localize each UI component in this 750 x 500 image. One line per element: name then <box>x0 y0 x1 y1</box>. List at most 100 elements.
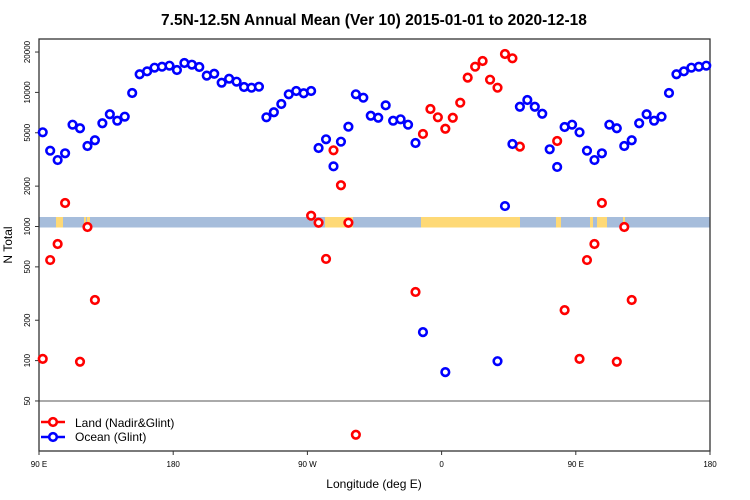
ocean-point <box>335 136 347 147</box>
land-point <box>74 356 86 367</box>
ocean-point <box>142 66 153 77</box>
land-patch <box>597 217 607 228</box>
ocean-point <box>127 87 138 99</box>
land-point <box>574 353 585 364</box>
ocean-point <box>313 142 324 154</box>
ocean-point <box>97 118 108 129</box>
land-point <box>499 48 511 60</box>
land-point <box>507 53 518 64</box>
ocean-point <box>320 134 332 145</box>
land-point <box>350 429 361 440</box>
ocean-point <box>119 111 130 122</box>
land-point <box>619 221 630 233</box>
ocean-point <box>82 140 93 152</box>
ocean-point <box>499 200 511 212</box>
ocean-point <box>537 108 548 119</box>
ocean-point <box>261 112 272 123</box>
y-axis-label: N Total <box>1 226 15 263</box>
land-sea-strip <box>39 217 710 228</box>
land-point <box>335 180 347 191</box>
land-patch <box>590 217 593 228</box>
x-tick-label: 90 E <box>568 460 584 469</box>
land-point <box>552 135 563 147</box>
ocean-point <box>343 121 354 132</box>
chart-title: 7.5N-12.5N Annual Mean (Ver 10) 2015-01-… <box>161 12 587 29</box>
ocean-strip <box>39 217 710 228</box>
ocean-point <box>596 148 607 159</box>
x-tick-label: 180 <box>703 460 717 469</box>
land-point <box>410 286 421 298</box>
ocean-point <box>581 145 593 156</box>
y-axis: 50 100 200 500 1000 2000 5000 10000 20000 <box>23 40 39 405</box>
ocean-point <box>514 101 525 112</box>
y-tick-label: 5000 <box>23 123 32 141</box>
land-point <box>611 356 622 367</box>
land-point <box>89 294 101 306</box>
ocean-point <box>171 64 183 76</box>
land-point <box>37 353 48 364</box>
land-point <box>59 197 71 209</box>
y-tick-label: 2000 <box>23 177 32 195</box>
ocean-point <box>74 123 86 134</box>
x-tick-label: 90 W <box>298 460 317 469</box>
ocean-point <box>552 161 563 173</box>
ocean-point <box>589 154 600 166</box>
ocean-point <box>544 144 555 155</box>
ocean-point <box>194 61 205 73</box>
ocean-point <box>253 81 265 92</box>
land-patch <box>60 217 63 228</box>
ocean-point <box>216 77 227 88</box>
ocean-point <box>395 114 406 125</box>
ocean-point <box>410 137 421 149</box>
ocean-point <box>619 140 630 152</box>
ocean-point <box>417 327 429 338</box>
ocean-point <box>358 92 369 103</box>
ocean-point <box>507 138 518 150</box>
y-tick-label: 200 <box>23 313 32 327</box>
land-point <box>313 217 324 228</box>
ocean-point <box>574 127 585 138</box>
ocean-point <box>59 148 71 159</box>
land-patch <box>56 217 62 228</box>
ocean-point <box>522 94 533 106</box>
land-point <box>462 72 473 83</box>
y-tick-label: 100 <box>23 353 32 367</box>
ocean-point <box>52 154 63 166</box>
land-patch <box>84 217 86 228</box>
land-point <box>559 305 570 316</box>
y-tick-label: 1000 <box>23 217 32 235</box>
land-point <box>328 145 339 156</box>
ocean-point <box>663 87 675 99</box>
legend-land-label: Land (Nadir&Glint) <box>75 416 174 430</box>
land-point <box>477 55 488 67</box>
y-tick-label: 500 <box>23 260 32 274</box>
land-point <box>432 112 443 123</box>
legend-ocean-marker <box>47 431 59 443</box>
land-point <box>52 238 63 250</box>
x-axis: 90 E 180 90 W 0 90 E 180 <box>31 451 717 469</box>
x-tick-label: 180 <box>167 460 181 469</box>
legend-land-marker <box>47 416 59 428</box>
y-tick-label: 20000 <box>23 40 32 63</box>
land-point <box>447 112 458 123</box>
x-tick-label: 90 E <box>31 460 47 469</box>
ocean-point <box>373 112 384 123</box>
land-point <box>45 254 56 266</box>
ocean-point <box>380 100 391 111</box>
ocean-point <box>164 60 175 71</box>
land-patch <box>556 217 561 228</box>
land-point <box>417 128 429 140</box>
ocean-point <box>402 119 414 130</box>
ocean-point <box>611 123 622 134</box>
land-point <box>484 74 496 85</box>
land-point <box>82 221 93 233</box>
ocean-point <box>641 109 652 120</box>
ocean-point <box>701 60 712 71</box>
ocean-point <box>626 135 637 146</box>
ocean-point <box>268 107 279 118</box>
land-point <box>470 61 481 72</box>
ocean-point <box>492 356 503 367</box>
ocean-point <box>45 145 56 156</box>
ocean-point <box>604 119 615 130</box>
land-point <box>581 254 593 266</box>
